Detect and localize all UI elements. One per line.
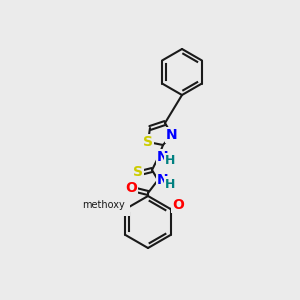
Text: O: O bbox=[109, 199, 120, 213]
Text: O: O bbox=[125, 181, 137, 195]
Text: methoxy: methoxy bbox=[87, 202, 124, 211]
Text: methoxy: methoxy bbox=[82, 200, 125, 210]
Text: H: H bbox=[165, 178, 175, 190]
Text: methoxy: methoxy bbox=[81, 200, 130, 210]
Text: H: H bbox=[165, 154, 175, 167]
Text: S: S bbox=[133, 165, 143, 179]
Text: N: N bbox=[157, 173, 169, 187]
Text: N: N bbox=[157, 150, 169, 164]
Text: O: O bbox=[112, 198, 123, 212]
Text: N: N bbox=[166, 128, 178, 142]
Text: S: S bbox=[143, 135, 153, 149]
Text: O: O bbox=[172, 198, 184, 212]
